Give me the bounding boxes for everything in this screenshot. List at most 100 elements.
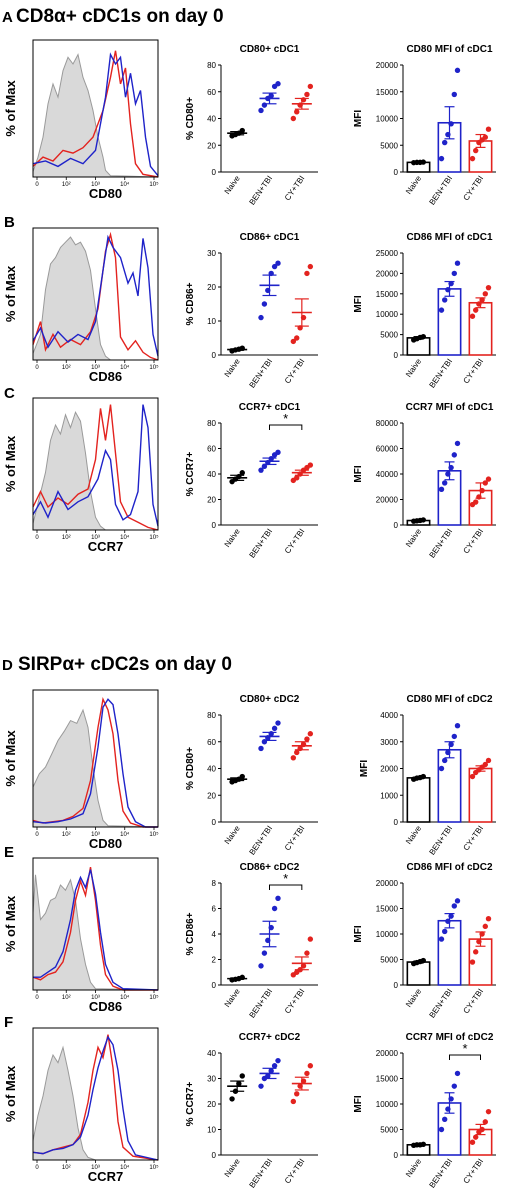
cy-tbi-curve [32, 866, 158, 991]
y-tick-label: 0 [394, 981, 399, 990]
histogram-tick-label: 10⁵ [149, 534, 159, 541]
bar [468, 301, 493, 356]
histogram-tick-label: 0 [35, 995, 39, 1001]
group-naive: Naive [223, 773, 248, 846]
group-naive: Naive [404, 159, 431, 196]
data-point [304, 950, 310, 956]
significance-star: * [462, 1041, 467, 1056]
data-point [438, 1126, 445, 1133]
data-point [307, 731, 314, 737]
significance-star: * [283, 411, 288, 426]
ben-tbi-curve [33, 869, 159, 991]
histogram-tick-label: 10² [62, 535, 71, 541]
data-point [258, 745, 264, 752]
data-point [258, 107, 264, 114]
group-naive: Naive [404, 517, 431, 549]
data-point [485, 1108, 492, 1115]
histogram-tick-label: 10⁴ [120, 1164, 130, 1171]
group-naive: Naive [223, 470, 248, 549]
y-tick-label: 10 [207, 1126, 216, 1135]
bar-chart-0: CD80 MFI of cDC1 MFI 0 5000 10000 15000 20000 N… [353, 44, 496, 207]
data-point [473, 307, 479, 313]
y-tick-label: 20 [207, 496, 216, 505]
group-ben-tbi: BEN+TBI [428, 67, 462, 207]
data-point [485, 757, 492, 764]
y-axis-label: % CD86+ [185, 282, 196, 325]
data-point [275, 895, 281, 901]
group-cy-tbi: CY+TBI [462, 476, 493, 555]
y-tick-label: 0 [212, 1151, 217, 1160]
category-label: Naive [404, 824, 423, 846]
data-point [275, 81, 281, 87]
data-point [307, 1063, 314, 1069]
y-tick-label: 20000 [376, 269, 399, 278]
data-point [294, 1091, 300, 1097]
group-naive: Naive [223, 127, 248, 196]
data-point [454, 723, 461, 729]
isotype-control-curve [32, 1045, 158, 1161]
group-naive: Naive [404, 773, 431, 846]
data-point [454, 440, 461, 447]
data-point [258, 467, 264, 473]
histogram-panel-0: % of Max 0 10² 10³ 10⁴ 10⁵ CD80 [3, 39, 159, 201]
y-tick-label: 15000 [376, 290, 399, 299]
y-tick-label: 20000 [376, 61, 399, 70]
category-label: BEN+TBI [248, 357, 275, 390]
y-tick-label: 0 [212, 981, 217, 990]
category-label: BEN+TBI [428, 174, 455, 207]
histogram-y-label: % of Max [3, 80, 18, 137]
group-cy-tbi: CY+TBI [462, 1108, 493, 1185]
histogram-panel-4: % of Max 0 10² 10³ 10⁴ 10⁵ CD86 [3, 857, 159, 1014]
y-tick-label: 1000 [380, 791, 398, 800]
y-tick-label: 2 [212, 956, 217, 965]
group-cy-tbi: CY+TBI [283, 263, 314, 385]
histogram-x-label: CCR7 [88, 1169, 123, 1184]
category-label: CY+TBI [283, 174, 307, 202]
data-point [229, 1096, 235, 1102]
y-tick-label: 10000 [376, 310, 399, 319]
histogram-tick-label: 10⁵ [149, 831, 159, 838]
category-label: Naive [223, 527, 242, 549]
bar-chart-2: CCR7 MFI of cDC1 MFI 0 20000 40000 60000 80000… [353, 402, 496, 560]
y-tick-label: 80 [207, 419, 216, 428]
y-axis-label: % CD80+ [185, 97, 196, 140]
chart-title: CD80 MFI of cDC1 [406, 44, 493, 55]
dot-chart-2: CCR7+ cDC1 % CCR7+ 0 20 40 60 80 Naive BEN+TBI CY… [185, 402, 318, 560]
category-label: BEN+TBI [428, 527, 455, 560]
group-ben-tbi: BEN+TBI [248, 449, 281, 560]
y-tick-label: 4 [212, 930, 217, 939]
data-point [454, 1070, 461, 1077]
group-cy-tbi: CY+TBI [283, 936, 314, 1015]
data-point [482, 291, 488, 297]
group-ben-tbi: BEN+TBI [248, 720, 281, 857]
group-ben-tbi: BEN+TBI [248, 1057, 281, 1190]
category-label: Naive [223, 1157, 242, 1179]
significance-bracket [449, 1054, 481, 1060]
category-label: CY+TBI [283, 987, 307, 1015]
data-point [307, 263, 314, 270]
data-point [473, 499, 479, 505]
y-tick-label: 60 [207, 738, 216, 747]
data-point [469, 155, 476, 162]
ben-tbi-curve [32, 1035, 159, 1161]
isotype-control-curve [32, 708, 159, 828]
histogram-tick-label: 10⁵ [149, 181, 159, 188]
data-point [473, 147, 479, 154]
data-point [258, 1083, 264, 1089]
data-point [469, 1139, 476, 1145]
y-tick-label: 25000 [376, 249, 399, 258]
ben-tbi-curve [32, 234, 159, 357]
data-point [258, 963, 264, 969]
section-a-title: CD8α+ cDC1s on day 0 [16, 6, 224, 27]
panel-letter: C [4, 385, 15, 402]
category-label: BEN+TBI [248, 174, 275, 207]
data-point [485, 476, 492, 482]
dot-chart-5: CCR7+ cDC2 % CCR7+ 0 10 20 30 40 Naive BEN+TBI CY… [185, 1032, 318, 1190]
data-point [239, 1073, 245, 1079]
data-point [275, 1057, 281, 1064]
chart-title: CCR7 MFI of cDC1 [406, 402, 494, 413]
chart-title: CD86 MFI of cDC1 [406, 232, 493, 243]
category-label: Naive [223, 824, 242, 846]
y-axis-label: % CCR7+ [185, 1081, 196, 1126]
